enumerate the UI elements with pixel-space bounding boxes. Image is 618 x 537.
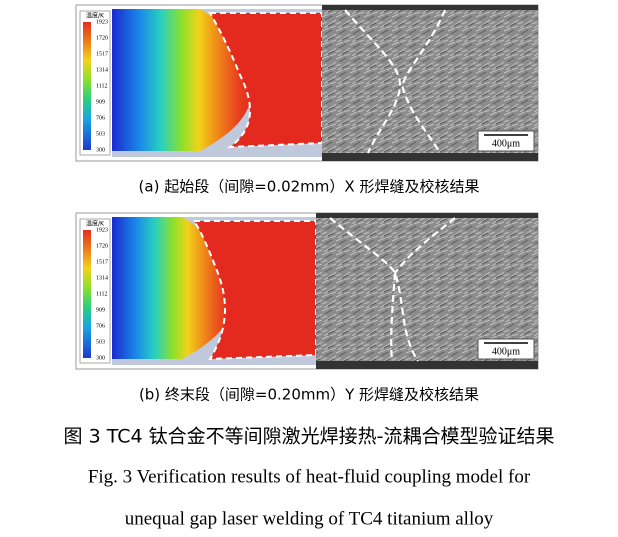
colorbar-tick-label: 1112 [96, 291, 108, 297]
panel-caption: (b) 终末段（间隙=0.20mm）Y 形焊缝及校核结果 [139, 386, 479, 404]
colorbar-title: 温度/K [86, 12, 105, 20]
colorbar-tick-label: 706 [96, 115, 105, 121]
melt-pool [210, 13, 322, 147]
colorbar-tick-label: 300 [96, 355, 105, 361]
colorbar-tick-label: 1314 [96, 275, 108, 281]
colorbar [83, 22, 91, 150]
panel-caption: (a) 起始段（间隙=0.02mm）X 形焊缝及校核结果 [139, 178, 480, 196]
figure-title-en: unequal gap laser welding of TC4 titaniu… [125, 508, 494, 529]
figure-title-en: Fig. 3 Verification results of heat-flui… [88, 466, 531, 487]
colorbar-tick-label: 1517 [96, 259, 108, 265]
colorbar-tick-label: 1517 [96, 51, 108, 57]
weld-boundary [329, 217, 456, 362]
scale-bar-label: 400μm [492, 346, 520, 357]
colorbar [83, 230, 91, 358]
colorbar-tick-label: 1720 [96, 243, 108, 249]
temperature-field [112, 217, 235, 359]
colorbar-tick-label: 706 [96, 323, 105, 329]
micrograph-edge [316, 213, 538, 218]
micrograph-edge [322, 5, 538, 10]
colorbar-tick-label: 1923 [96, 19, 108, 25]
colorbar-tick-label: 1314 [96, 67, 108, 73]
colorbar-tick-label: 909 [96, 307, 105, 313]
figure-title-cn: 图 3 TC4 钛合金不等间隙激光焊接热-流耦合模型验证结果 [64, 426, 555, 448]
colorbar-tick-label: 300 [96, 147, 105, 153]
weld-boundary [344, 9, 447, 154]
melt-pool [194, 221, 316, 359]
micrograph-edge [316, 361, 538, 369]
colorbar-tick-label: 1923 [96, 227, 108, 233]
colorbar-tick-label: 1720 [96, 35, 108, 41]
micrograph-edge [322, 153, 538, 161]
temperature-field [112, 9, 253, 151]
colorbar-tick-label: 503 [96, 131, 105, 137]
fusion-line [192, 220, 317, 361]
scale-bar-box [477, 338, 535, 360]
colorbar-tick-label: 1112 [96, 83, 108, 89]
scale-bar-box [477, 130, 535, 152]
colorbar-tick-label: 503 [96, 339, 105, 345]
colorbar-tick-label: 909 [96, 99, 105, 105]
scale-bar-label: 400μm [492, 138, 520, 149]
fusion-line [208, 12, 323, 149]
colorbar-title: 温度/K [86, 220, 105, 228]
